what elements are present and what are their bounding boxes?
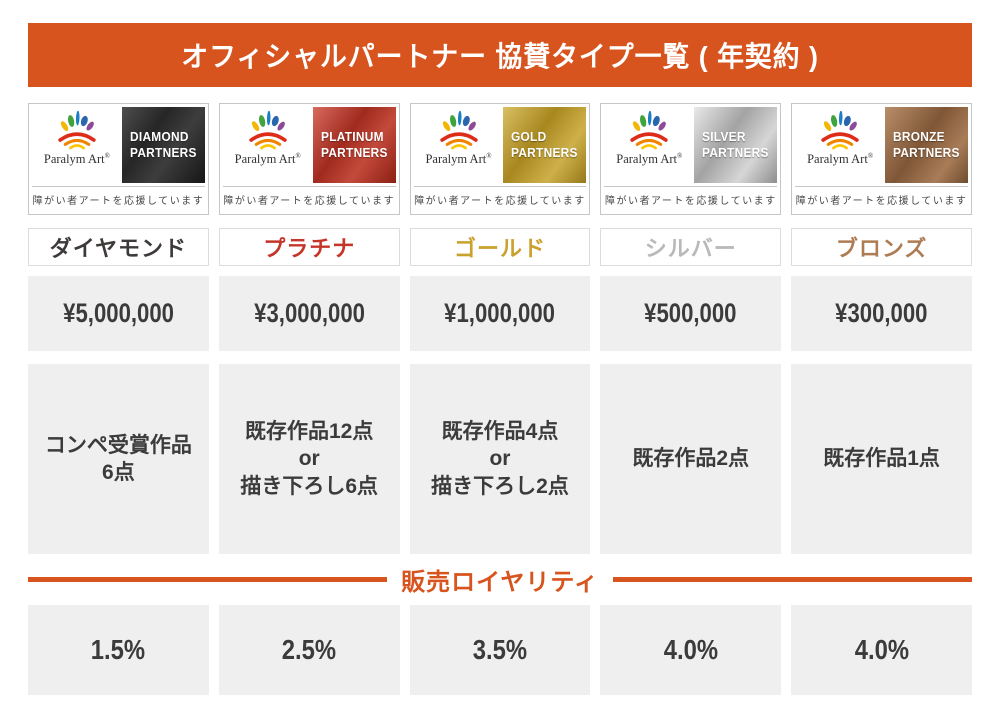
partner-logo-card-silver: Paralym Art® SILVER PARTNERS 障がい者アートを応援し… (600, 103, 782, 215)
tier-name-gold: ゴールド (409, 228, 591, 266)
tier-word: PLATINUM (320, 129, 384, 144)
partner-tier-panel: DIAMOND PARTNERS (121, 107, 205, 183)
royalty-rate-gold: 3.5% (409, 605, 591, 695)
partner-tier-panel: SILVER PARTNERS (694, 107, 778, 183)
price-value: ¥5,000,000 (62, 298, 174, 328)
brand-name: Paralym Art® (43, 152, 110, 167)
works-row: コンペ受賞作品 6点 既存作品12点 or 描き下ろし6点 既存作品4点 or … (28, 364, 972, 554)
partner-tier-panel: GOLD PARTNERS (503, 107, 587, 183)
tier-word: PARTNERS (320, 146, 388, 160)
partner-logo-card-gold: Paralym Art® GOLD PARTNERS 障がい者アートを応援してい… (409, 103, 591, 215)
divider-line-right (612, 576, 972, 582)
works-diamond: コンペ受賞作品 6点 (28, 364, 209, 554)
rate-value: 3.5% (472, 634, 528, 665)
price-value: ¥300,000 (835, 298, 928, 328)
logo-main: Paralym Art® SILVER PARTNERS (604, 107, 778, 183)
logo-main: Paralym Art® PLATINUM PARTNERS (223, 107, 396, 183)
brand-name: Paralym Art® (807, 152, 874, 167)
registered-mark: ® (295, 152, 301, 160)
tier-word: PARTNERS (893, 146, 960, 160)
registered-mark: ® (867, 152, 874, 160)
tier-word: BRONZE (893, 129, 945, 144)
works-gold: 既存作品4点 or 描き下ろし2点 (409, 364, 591, 554)
price-silver: ¥500,000 (600, 276, 782, 351)
partner-logo-card-platinum: Paralym Art® PLATINUM PARTNERS 障がい者アートを応… (218, 103, 400, 215)
partner-logo-card-bronze: Paralym Art® BRONZE PARTNERS 障がい者アートを応援し… (791, 103, 972, 215)
price-gold: ¥1,000,000 (409, 276, 591, 351)
logo-slogan: 障がい者アートを応援しています (222, 186, 396, 211)
paralym-art-logo: Paralym Art® (795, 107, 885, 183)
paralym-art-logo: Paralym Art® (32, 107, 122, 183)
tier-name-diamond: ダイヤモンド (28, 228, 209, 266)
logo-slogan: 障がい者アートを応援しています (795, 186, 968, 211)
royalty-section-header: 販売ロイヤリティ (28, 566, 972, 596)
logo-row: Paralym Art® DIAMOND PARTNERS 障がい者アートを応援… (28, 103, 972, 215)
rate-value: 2.5% (282, 634, 337, 665)
rate-value: 4.0% (663, 634, 718, 665)
tier-word: GOLD (511, 129, 547, 144)
paralym-art-logo: Paralym Art® (414, 107, 504, 183)
rate-value: 4.0% (854, 634, 909, 665)
paralym-art-mark-icon (439, 110, 478, 150)
royalty-rate-platinum: 2.5% (218, 605, 400, 695)
logo-main: Paralym Art® DIAMOND PARTNERS (32, 107, 205, 183)
paralym-art-mark-icon (630, 110, 668, 150)
partner-logo-card-diamond: Paralym Art® DIAMOND PARTNERS 障がい者アートを応援… (28, 103, 209, 215)
tier-name-silver: シルバー (600, 228, 782, 266)
price-value: ¥3,000,000 (253, 298, 365, 328)
paralym-art-logo: Paralym Art® (223, 107, 313, 183)
tier-word: PARTNERS (129, 146, 197, 160)
price-diamond: ¥5,000,000 (28, 276, 209, 351)
paralym-art-logo: Paralym Art® (604, 107, 694, 183)
rate-value: 1.5% (91, 634, 146, 665)
logo-slogan: 障がい者アートを応援しています (413, 186, 587, 211)
logo-main: Paralym Art® GOLD PARTNERS (414, 107, 587, 183)
paralym-art-mark-icon (58, 110, 96, 150)
royalty-rate-row: 1.5% 2.5% 3.5% 4.0% 4.0% (28, 605, 972, 695)
works-bronze: 既存作品1点 (791, 364, 972, 554)
paralym-art-mark-icon (821, 110, 859, 150)
logo-main: Paralym Art® BRONZE PARTNERS (795, 107, 968, 183)
tier-word: PARTNERS (511, 146, 579, 160)
tier-name-platinum: プラチナ (218, 228, 400, 266)
registered-mark: ® (104, 152, 110, 160)
logo-slogan: 障がい者アートを応援しています (604, 186, 778, 211)
tier-name-row: ダイヤモンド プラチナ ゴールド シルバー ブロンズ (28, 228, 972, 266)
price-value: ¥1,000,000 (444, 298, 556, 328)
partner-tier-panel: PLATINUM PARTNERS (312, 107, 396, 183)
royalty-rate-bronze: 4.0% (791, 605, 972, 695)
royalty-rate-diamond: 1.5% (28, 605, 209, 695)
logo-slogan: 障がい者アートを応援しています (32, 186, 205, 211)
royalty-rate-silver: 4.0% (600, 605, 782, 695)
brand-name: Paralym Art® (616, 152, 683, 167)
paralym-art-mark-icon (249, 110, 287, 150)
title-bar: オフィシャルパートナー 協賛タイプ一覧 ( 年契約 ) (28, 23, 972, 87)
partner-tier-panel: BRONZE PARTNERS (885, 107, 968, 183)
price-value: ¥500,000 (644, 298, 737, 328)
tier-word: SILVER (702, 129, 746, 144)
price-platinum: ¥3,000,000 (218, 276, 400, 351)
price-row: ¥5,000,000 ¥3,000,000 ¥1,000,000 ¥500,00… (28, 276, 972, 351)
brand-name: Paralym Art® (234, 152, 301, 167)
price-bronze: ¥300,000 (791, 276, 972, 351)
partner-type-table: オフィシャルパートナー 協賛タイプ一覧 ( 年契約 ) Paralym Art®… (28, 0, 972, 695)
tier-name-bronze: ブロンズ (791, 228, 972, 266)
brand-name: Paralym Art® (425, 152, 492, 167)
tier-word: PARTNERS (702, 146, 769, 160)
works-silver: 既存作品2点 (600, 364, 782, 554)
tier-word: DIAMOND (129, 129, 189, 144)
registered-mark: ® (677, 152, 683, 160)
works-platinum: 既存作品12点 or 描き下ろし6点 (218, 364, 400, 554)
royalty-label: 販売ロイヤリティ (401, 568, 599, 596)
registered-mark: ® (486, 152, 492, 160)
divider-line-left (28, 576, 388, 582)
page-title: オフィシャルパートナー 協賛タイプ一覧 ( 年契約 ) (181, 41, 819, 72)
